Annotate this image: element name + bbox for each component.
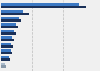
Bar (0, 59, 10, 61)
Bar (0, 63, 5, 65)
Bar (0, 52, 12, 54)
Bar (0, 19, 21, 22)
Bar (0, 3, 79, 6)
Bar (0, 65, 6, 68)
Bar (0, 56, 9, 59)
Bar (0, 49, 11, 52)
Bar (0, 10, 23, 12)
Bar (0, 36, 12, 39)
Bar (0, 43, 11, 45)
Bar (0, 23, 16, 26)
Bar (0, 45, 13, 48)
Bar (0, 12, 29, 15)
Bar (0, 17, 19, 19)
Bar (0, 26, 18, 28)
Bar (0, 30, 14, 32)
Bar (0, 6, 86, 8)
Bar (0, 39, 14, 41)
Bar (0, 32, 16, 35)
